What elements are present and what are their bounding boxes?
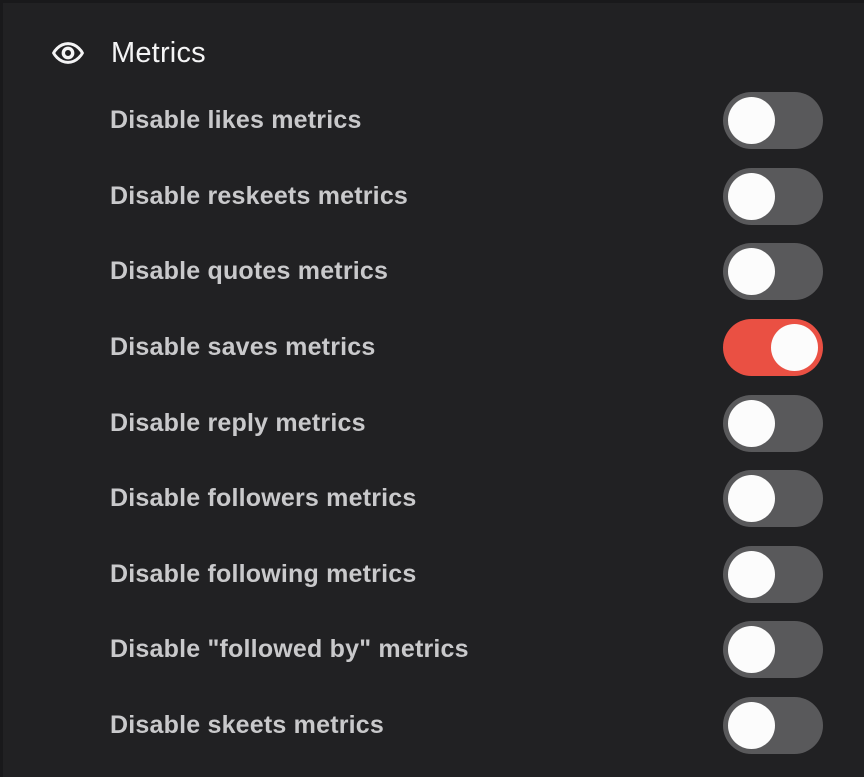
toggle-row: Disable skeets metrics xyxy=(46,688,823,764)
toggle-row: Disable saves metrics xyxy=(46,310,823,386)
toggle-switch[interactable] xyxy=(723,621,823,679)
toggle-switch[interactable] xyxy=(723,243,823,301)
toggle-label: Disable reply metrics xyxy=(110,408,366,437)
toggle-label: Disable followers metrics xyxy=(110,484,417,513)
toggle-knob xyxy=(728,475,775,523)
toggle-label: Disable saves metrics xyxy=(110,333,376,362)
toggle-switch[interactable] xyxy=(723,545,823,603)
toggle-row: Disable followers metrics xyxy=(46,461,823,537)
toggle-list: Disable likes metrics Disable reskeets m… xyxy=(46,83,823,763)
toggle-label: Disable quotes metrics xyxy=(110,257,389,286)
toggle-label: Disable likes metrics xyxy=(110,106,362,135)
toggle-knob xyxy=(728,97,775,145)
toggle-switch[interactable] xyxy=(723,394,823,452)
toggle-label: Disable "followed by" metrics xyxy=(110,635,469,664)
toggle-row: Disable "followed by" metrics xyxy=(46,612,823,688)
section-title: Metrics xyxy=(111,36,206,69)
toggle-knob xyxy=(728,702,775,750)
toggle-row: Disable reskeets metrics xyxy=(46,159,823,235)
toggle-knob xyxy=(728,399,775,447)
toggle-label: Disable reskeets metrics xyxy=(110,181,409,210)
toggle-switch[interactable] xyxy=(723,697,823,755)
toggle-row: Disable following metrics xyxy=(46,537,823,613)
toggle-knob xyxy=(728,248,775,296)
toggle-label: Disable following metrics xyxy=(110,559,417,588)
section-header: Metrics xyxy=(46,30,823,76)
toggle-label: Disable skeets metrics xyxy=(110,711,385,740)
toggle-knob xyxy=(728,550,775,598)
toggle-row: Disable reply metrics xyxy=(46,385,823,461)
eye-icon xyxy=(46,35,90,71)
toggle-switch[interactable] xyxy=(723,92,823,150)
toggle-row: Disable quotes metrics xyxy=(46,234,823,310)
toggle-knob xyxy=(771,324,818,372)
toggle-switch[interactable] xyxy=(723,470,823,528)
toggle-switch[interactable] xyxy=(723,167,823,225)
toggle-switch[interactable] xyxy=(723,319,823,377)
toggle-knob xyxy=(728,172,775,220)
toggle-knob xyxy=(728,626,775,674)
toggle-row: Disable likes metrics xyxy=(46,83,823,159)
